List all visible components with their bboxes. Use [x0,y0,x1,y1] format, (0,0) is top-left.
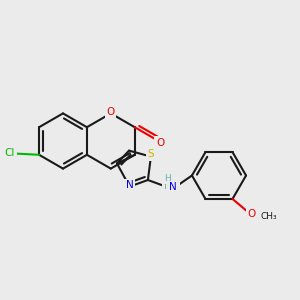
Text: O: O [156,137,164,148]
Text: NH: NH [164,181,178,191]
Text: H: H [164,174,170,183]
Text: N: N [126,180,134,190]
Text: O: O [107,107,115,117]
Text: Cl: Cl [5,148,15,158]
Text: CH₃: CH₃ [260,212,277,221]
Text: N: N [169,182,176,193]
Text: O: O [248,209,256,219]
Text: S: S [148,149,154,159]
